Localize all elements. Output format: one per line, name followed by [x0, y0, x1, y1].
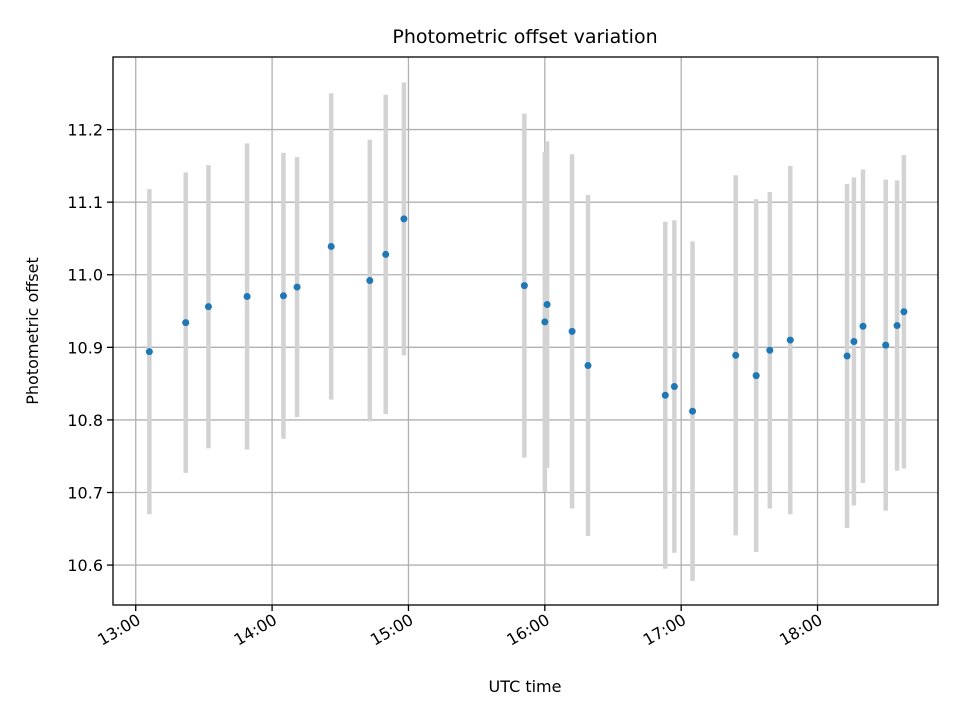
data-point [279, 292, 287, 300]
x-axis-title: UTC time [489, 677, 562, 696]
data-point [204, 303, 212, 311]
y-tick-label: 11.0 [67, 266, 103, 285]
data-point [859, 322, 867, 330]
data-point [366, 277, 374, 285]
x-tick-label: 17:00 [640, 610, 689, 650]
y-tick-label: 10.9 [67, 338, 103, 357]
x-tick-label: 13:00 [94, 610, 143, 650]
data-points [145, 215, 908, 415]
data-point [327, 242, 335, 250]
data-point [584, 361, 592, 369]
data-point [182, 319, 190, 327]
x-tick-label: 15:00 [367, 610, 416, 650]
x-axis-ticks: 13:00 14:00 15:00 16:00 17:00 18:00 [94, 605, 826, 650]
data-point [520, 282, 528, 290]
plot-frame [112, 56, 939, 606]
data-point [243, 293, 251, 301]
data-point [900, 308, 908, 316]
data-point [893, 322, 901, 330]
data-point [568, 327, 576, 335]
data-point [543, 301, 551, 309]
data-point [766, 346, 774, 354]
error-bars [147, 82, 907, 582]
y-tick-label: 11.2 [67, 121, 103, 140]
data-point [689, 407, 697, 415]
data-point [752, 372, 760, 380]
data-point [382, 250, 390, 258]
x-tick-label: 14:00 [231, 610, 280, 650]
data-point [541, 318, 549, 326]
y-tick-label: 11.1 [67, 193, 103, 212]
data-point [732, 351, 740, 359]
chart-title: Photometric offset variation [392, 26, 657, 48]
data-point [661, 391, 669, 399]
data-point [400, 215, 408, 223]
y-tick-label: 10.6 [67, 556, 103, 575]
data-point [882, 341, 890, 349]
y-tick-label: 10.7 [67, 483, 103, 502]
data-point [670, 383, 678, 391]
x-tick-label: 16:00 [503, 610, 552, 650]
x-tick-label: 18:00 [776, 610, 825, 650]
data-point [145, 348, 153, 356]
data-point [850, 338, 858, 346]
y-axis-title: Photometric offset [23, 257, 42, 405]
y-axis-ticks: 10.6 10.7 10.8 10.9 11.0 11.1 11.2 [67, 121, 113, 575]
y-tick-label: 10.8 [67, 411, 103, 430]
data-point [293, 283, 301, 291]
data-point [786, 336, 794, 344]
data-point [843, 352, 851, 360]
